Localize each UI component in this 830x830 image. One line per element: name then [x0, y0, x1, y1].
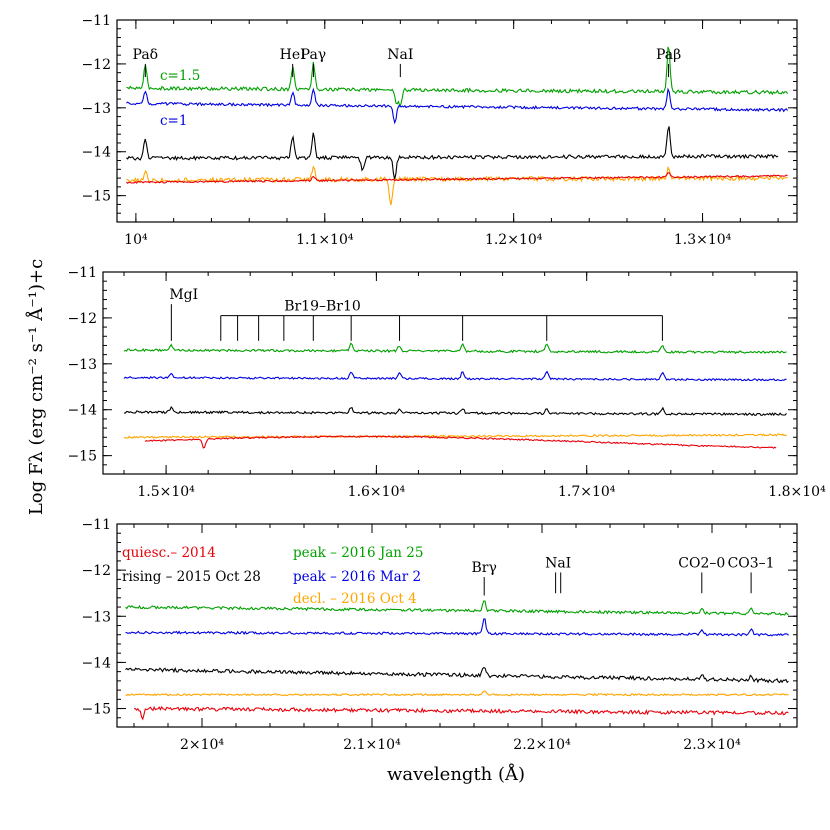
spectrum-peak_jan — [123, 342, 787, 355]
spectrum-rising — [126, 126, 779, 180]
line-marker-label: NaI — [545, 555, 571, 571]
y-tick-label: −11 — [67, 265, 97, 281]
x-tick-label: 1.6×10⁴ — [348, 484, 406, 500]
y-tick-label: −14 — [81, 145, 111, 161]
spectrum-quiesc — [126, 172, 788, 185]
x-tick-label: 1.7×10⁴ — [558, 484, 616, 500]
y-tick-label: −12 — [81, 563, 111, 579]
spectrum-rising — [125, 666, 789, 684]
y-tick-label: −13 — [67, 357, 97, 373]
y-tick-label: −13 — [81, 609, 111, 625]
panel-frame — [116, 523, 798, 728]
x-tick-label: 1.1×10⁴ — [296, 232, 354, 248]
spectrum-decl — [123, 433, 787, 439]
bracket-label: Br19–Br10 — [284, 299, 361, 315]
x-tick-label: 2.1×10⁴ — [343, 737, 401, 753]
x-tick-label: 2×10⁴ — [180, 737, 224, 753]
line-marker-label: Brγ — [472, 560, 497, 576]
y-tick-label: −14 — [67, 403, 97, 419]
line-marker-label: MgI — [169, 287, 198, 303]
spectrum-decl — [125, 690, 789, 697]
spectrum-quiesc — [144, 435, 777, 449]
spectrum-peak_jan — [125, 600, 789, 616]
x-tick-label: 1.5×10⁴ — [137, 484, 195, 500]
y-tick-label: −12 — [81, 57, 111, 73]
y-tick-label: −15 — [81, 189, 111, 205]
line-marker-label: CO2–0 — [678, 555, 725, 571]
legend-entry-rising: rising – 2015 Oct 28 — [122, 569, 261, 585]
line-marker-label: CO3–1 — [728, 555, 775, 571]
x-tick-label: 2.3×10⁴ — [683, 737, 741, 753]
panel-frame — [116, 19, 798, 223]
x-tick-label: 1.2×10⁴ — [485, 232, 543, 248]
x-tick-label: 1.3×10⁴ — [674, 232, 732, 248]
y-tick-label: −15 — [67, 449, 97, 465]
line-marker-label: NaI — [387, 47, 413, 63]
spectrum-peak_mar — [125, 618, 789, 637]
spectrum-rising — [124, 405, 787, 417]
line-marker-label: Paγ — [301, 47, 327, 63]
panel-frame — [102, 271, 798, 475]
x-tick-label: 10⁴ — [124, 232, 148, 248]
spectrum-peak_mar — [126, 87, 789, 125]
legend-entry-decl: decl. – 2016 Oct 4 — [293, 591, 417, 607]
y-axis-title: Log Fλ (erg cm⁻² s⁻¹ Å⁻¹)+c — [25, 259, 47, 515]
y-tick-label: −13 — [81, 101, 111, 117]
spectrum-peak_mar — [123, 370, 787, 382]
panel-3: −15 −14 −13 −12 −11 2×10⁴ 2.1×10⁴ 2.2×10⁴ 2.3×10… — [81, 517, 798, 753]
spectrum-peak_jan — [126, 46, 789, 108]
y-tick-label: −14 — [81, 655, 111, 671]
offset-label: c=1.5 — [160, 68, 200, 84]
panel-1: −15 −14 −13 −12 −11 10⁴ 1.1×10⁴ 1.2×10⁴ 1.3×10⁴ P… — [81, 13, 798, 248]
x-tick-label: 1.8×10⁴ — [768, 484, 826, 500]
x-tick-label: 2.2×10⁴ — [513, 737, 571, 753]
offset-label: c=1 — [160, 113, 187, 129]
legend-entry-quiesc: quiesc.– 2014 — [122, 545, 216, 561]
line-marker-label: Paβ — [656, 47, 681, 63]
y-tick-label: −11 — [81, 13, 111, 29]
y-tick-label: −11 — [81, 517, 111, 533]
legend-entry-peak_jan: peak – 2016 Jan 25 — [293, 545, 423, 561]
y-tick-label: −15 — [81, 702, 111, 718]
panel-2: −15 −14 −13 −12 −11 1.5×10⁴ 1.6×10⁴ 1.7×10⁴ 1.8×… — [67, 265, 826, 500]
spectrum-decl — [126, 165, 788, 206]
line-marker-label: HeI — [280, 47, 306, 63]
spectrum-quiesc — [134, 705, 789, 721]
y-tick-label: −12 — [67, 311, 97, 327]
legend-entry-peak_mar: peak – 2016 Mar 2 — [293, 569, 421, 585]
line-marker-label: Paδ — [133, 47, 159, 63]
x-axis-title: wavelength (Å) — [387, 763, 525, 785]
